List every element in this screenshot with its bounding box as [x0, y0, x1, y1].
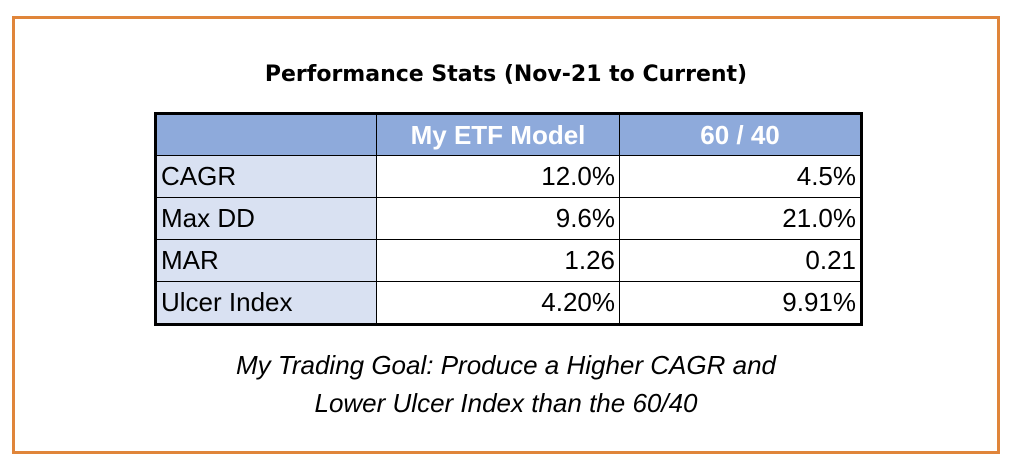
table-row: Max DD 9.6% 21.0% [155, 197, 862, 240]
row-label-mar: MAR [155, 239, 377, 282]
header-cell-model: My ETF Model [376, 113, 620, 156]
cell-model-cagr: 12.0% [376, 155, 620, 198]
cell-benchmark-max-dd: 21.0% [619, 197, 862, 240]
row-label-max-dd: Max DD [155, 197, 377, 240]
table-row: CAGR 12.0% 4.5% [155, 155, 862, 198]
cell-benchmark-mar: 0.21 [619, 239, 862, 282]
table-title: Performance Stats (Nov-21 to Current) [264, 62, 748, 87]
cell-model-max-dd: 9.6% [376, 197, 620, 240]
row-label-cagr: CAGR [155, 155, 377, 198]
cell-model-mar: 1.26 [376, 239, 620, 282]
trading-goal-line-1: My Trading Goal: Produce a Higher CAGR a… [236, 350, 776, 380]
table-row: Ulcer Index 4.20% 9.91% [155, 281, 862, 325]
trading-goal-line-2: Lower Ulcer Index than the 60/40 [314, 388, 698, 418]
cell-model-ulcer-index: 4.20% [376, 281, 620, 325]
row-label-ulcer-index: Ulcer Index [155, 281, 377, 325]
table-row: MAR 1.26 0.21 [155, 239, 862, 282]
performance-stats-table: My ETF Model 60 / 40 CAGR 12.0% 4.5% Max… [154, 112, 863, 326]
header-row: My ETF Model 60 / 40 [155, 113, 862, 156]
header-cell-empty [155, 113, 377, 156]
cell-benchmark-cagr: 4.5% [619, 155, 862, 198]
cell-benchmark-ulcer-index: 9.91% [619, 281, 862, 325]
header-cell-benchmark: 60 / 40 [619, 113, 862, 156]
trading-goal-caption: My Trading Goal: Produce a Higher CAGR a… [0, 346, 1012, 422]
